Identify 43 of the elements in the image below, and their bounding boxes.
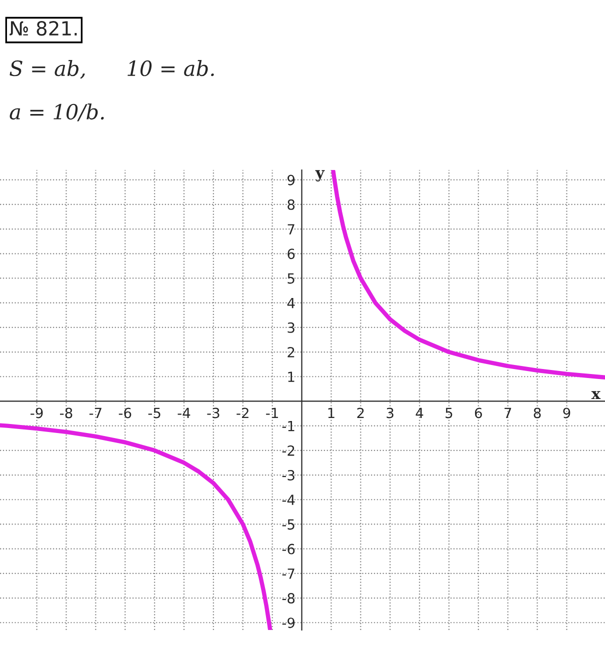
x-tick-label: 4 — [416, 408, 424, 418]
y-tick-label: 7 — [288, 224, 294, 234]
x-tick-label: 8 — [534, 408, 541, 418]
y-tick-label: -8 — [282, 592, 295, 604]
y-tick-label: -6 — [282, 544, 295, 554]
y-tick-label: -4 — [282, 494, 295, 505]
y-tick-label: -1 — [282, 420, 294, 432]
line-series — [331, 170, 605, 380]
y-axis-title: y — [315, 170, 325, 182]
y-tick-label: -2 — [282, 445, 294, 456]
x-tick-label: -5 — [148, 408, 160, 418]
y-tick-label: 3 — [288, 322, 294, 333]
line-series — [0, 423, 272, 630]
y-tick-label: 1 — [288, 372, 294, 382]
x-tick-label: 5 — [446, 408, 452, 418]
y-tick-label: -7 — [282, 568, 294, 579]
text: a = 10/b. — [10, 103, 104, 122]
x-tick-label: 1 — [328, 408, 334, 418]
x-tick-label: -7 — [89, 408, 102, 418]
y-tick-label: 5 — [288, 273, 294, 284]
x-tick-label: 6 — [474, 408, 482, 418]
x-tick-label: -9 — [30, 408, 43, 418]
y-tick-label: -9 — [282, 618, 295, 628]
y-tick-label: 4 — [287, 298, 295, 308]
x-axis-title: x — [591, 391, 601, 400]
y-tick-label: 6 — [288, 248, 295, 260]
x-tick-label: 2 — [357, 408, 364, 418]
chart-title: № 821. — [10, 20, 77, 36]
x-tick-label: -6 — [118, 408, 132, 418]
x-tick-label: -4 — [178, 408, 190, 418]
x-tick-label: -3 — [207, 408, 220, 418]
x-tick-label: 7 — [504, 408, 512, 418]
y-tick-label: -5 — [282, 519, 294, 530]
y-tick-label: 9 — [288, 174, 295, 186]
x-tick-label: 3 — [386, 408, 394, 418]
x-tick-label: -1 — [266, 408, 278, 418]
y-tick-label: 8 — [288, 199, 295, 210]
x-tick-label: -2 — [236, 408, 248, 418]
y-tick-label: -3 — [282, 470, 294, 480]
text: S = ab, 10 = ab. — [10, 60, 214, 79]
x-tick-label: -8 — [60, 408, 72, 418]
x-tick-label: 9 — [563, 408, 570, 418]
y-tick-label: 2 — [288, 347, 294, 358]
